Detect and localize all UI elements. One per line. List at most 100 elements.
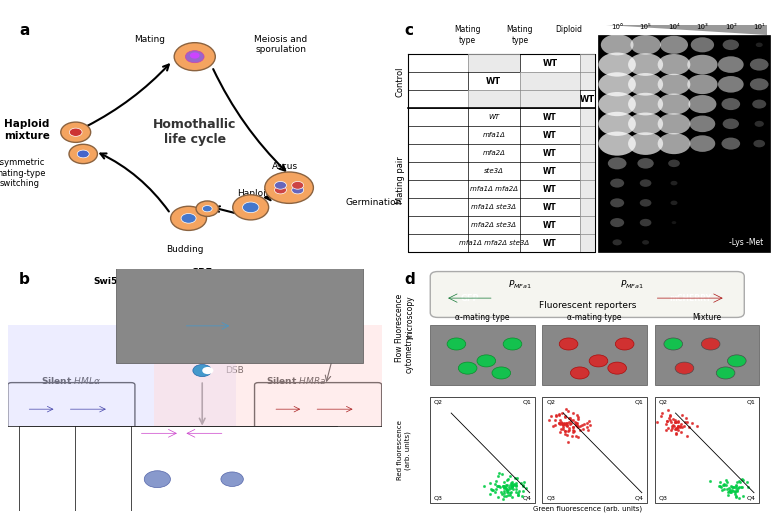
Point bbox=[672, 423, 684, 431]
Point bbox=[500, 485, 512, 493]
Circle shape bbox=[242, 202, 259, 213]
Point bbox=[501, 481, 514, 489]
Point bbox=[683, 423, 695, 431]
Bar bbox=[579, 54, 595, 72]
Circle shape bbox=[722, 138, 740, 150]
Point bbox=[562, 426, 575, 435]
Point bbox=[669, 416, 681, 424]
Text: 10⁵: 10⁵ bbox=[640, 24, 651, 30]
Point bbox=[651, 418, 663, 426]
Bar bbox=[579, 234, 595, 252]
Point bbox=[676, 423, 688, 431]
Point bbox=[561, 407, 574, 415]
Point bbox=[582, 426, 594, 434]
Ellipse shape bbox=[61, 122, 91, 142]
Text: Red fluorescence
(arb. units): Red fluorescence (arb. units) bbox=[397, 420, 411, 480]
Circle shape bbox=[203, 206, 212, 212]
Point bbox=[553, 410, 565, 418]
Circle shape bbox=[640, 179, 651, 187]
Point bbox=[674, 421, 687, 430]
FancyArrowPatch shape bbox=[449, 294, 491, 302]
Circle shape bbox=[70, 128, 82, 137]
Text: Silent $\mathit{HML\alpha}$: Silent $\mathit{HML\alpha}$ bbox=[41, 375, 102, 386]
Point bbox=[496, 490, 508, 498]
Point bbox=[714, 477, 726, 486]
Text: Meiosis and
sporulation: Meiosis and sporulation bbox=[254, 35, 307, 54]
Point bbox=[505, 492, 518, 501]
Text: Homothallic
life cycle: Homothallic life cycle bbox=[153, 118, 236, 145]
Text: WT: WT bbox=[543, 203, 557, 212]
Point bbox=[560, 421, 572, 429]
Point bbox=[661, 416, 673, 425]
Point bbox=[662, 424, 674, 432]
Point bbox=[719, 476, 732, 484]
Circle shape bbox=[274, 186, 286, 194]
Text: Ash1: Ash1 bbox=[264, 277, 289, 286]
Point bbox=[511, 491, 524, 499]
Ellipse shape bbox=[196, 201, 218, 216]
Text: WT: WT bbox=[579, 95, 595, 104]
Point bbox=[660, 426, 673, 434]
Circle shape bbox=[722, 98, 740, 110]
Point bbox=[497, 481, 509, 490]
Text: 10⁴: 10⁴ bbox=[668, 24, 680, 30]
Bar bbox=[430, 325, 535, 385]
Point bbox=[500, 486, 513, 494]
Text: a: a bbox=[19, 23, 30, 38]
Point bbox=[568, 427, 580, 436]
Point bbox=[718, 480, 730, 489]
Circle shape bbox=[608, 157, 626, 169]
Circle shape bbox=[658, 54, 691, 75]
FancyBboxPatch shape bbox=[0, 325, 236, 494]
Point bbox=[730, 478, 743, 486]
Point bbox=[517, 478, 529, 486]
Point bbox=[560, 419, 572, 428]
Text: Q4: Q4 bbox=[522, 496, 531, 501]
Point bbox=[552, 418, 565, 427]
Text: Budding: Budding bbox=[166, 245, 203, 254]
Bar bbox=[579, 144, 595, 162]
Point bbox=[559, 427, 572, 435]
Circle shape bbox=[598, 72, 636, 96]
Text: Q2: Q2 bbox=[434, 400, 443, 404]
Text: mfa1Δ mfa2Δ: mfa1Δ mfa2Δ bbox=[470, 186, 518, 192]
Text: Q3: Q3 bbox=[658, 496, 667, 501]
Point bbox=[561, 421, 574, 429]
Point bbox=[554, 428, 566, 436]
Text: $\mathbf{P_{HO}}$: $\mathbf{P_{HO}}$ bbox=[127, 306, 150, 319]
Point bbox=[664, 412, 676, 420]
Point bbox=[675, 427, 687, 436]
Point bbox=[570, 421, 583, 429]
Point bbox=[581, 423, 594, 431]
Point bbox=[491, 481, 504, 490]
Point bbox=[504, 481, 516, 489]
Point bbox=[561, 418, 573, 427]
Text: Q3: Q3 bbox=[434, 496, 443, 501]
Point bbox=[663, 416, 676, 425]
FancyBboxPatch shape bbox=[19, 426, 281, 521]
Point bbox=[560, 419, 572, 428]
Point bbox=[557, 425, 569, 433]
Point bbox=[557, 420, 569, 429]
Text: Asymmetric
mating-type
switching: Asymmetric mating-type switching bbox=[0, 158, 45, 188]
Text: WT: WT bbox=[486, 77, 501, 86]
Bar bbox=[468, 54, 520, 72]
Bar bbox=[598, 35, 770, 252]
Circle shape bbox=[670, 181, 677, 185]
Point bbox=[494, 483, 507, 491]
Bar bbox=[579, 72, 595, 90]
Point bbox=[665, 424, 678, 432]
Text: MAT: MAT bbox=[159, 429, 174, 438]
FancyBboxPatch shape bbox=[161, 315, 251, 337]
Point bbox=[509, 478, 522, 487]
Text: a2: a2 bbox=[284, 406, 292, 412]
Point bbox=[504, 489, 517, 497]
FancyBboxPatch shape bbox=[75, 426, 337, 521]
Point bbox=[492, 493, 504, 501]
Text: mfa1Δ ste3Δ: mfa1Δ ste3Δ bbox=[472, 204, 516, 210]
Point bbox=[574, 426, 586, 435]
Point bbox=[680, 414, 693, 423]
Point bbox=[506, 482, 518, 490]
Point bbox=[686, 418, 698, 427]
Bar bbox=[579, 126, 595, 144]
